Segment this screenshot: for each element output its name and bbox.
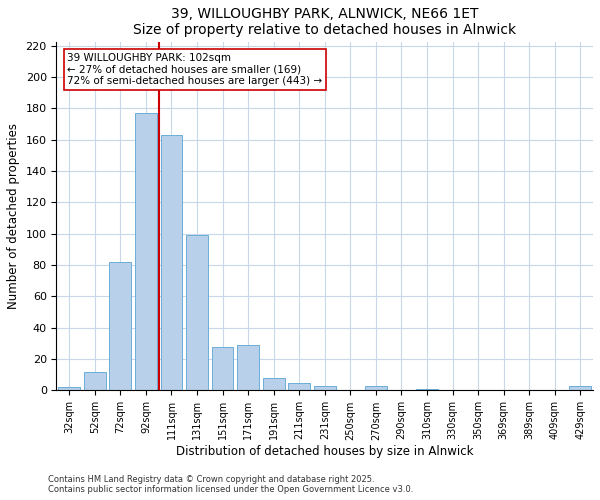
Bar (569, 386, 591, 390)
Text: 39 WILLOUGHBY PARK: 102sqm
← 27% of detached houses are smaller (169)
72% of sem: 39 WILLOUGHBY PARK: 102sqm ← 27% of deta… (67, 53, 322, 86)
Bar (416, 389, 438, 390)
Bar (161, 135, 182, 390)
Title: 39, WILLOUGHBY PARK, ALNWICK, NE66 1ET
Size of property relative to detached hou: 39, WILLOUGHBY PARK, ALNWICK, NE66 1ET S… (133, 7, 517, 37)
Bar (314, 386, 335, 390)
Bar (237, 345, 259, 391)
Bar (289, 382, 310, 390)
X-axis label: Distribution of detached houses by size in Alnwick: Distribution of detached houses by size … (176, 445, 473, 458)
Bar (212, 346, 233, 391)
Bar (186, 235, 208, 390)
Bar (109, 262, 131, 390)
Bar (365, 386, 387, 390)
Bar (263, 378, 284, 390)
Text: Contains HM Land Registry data © Crown copyright and database right 2025.
Contai: Contains HM Land Registry data © Crown c… (48, 474, 413, 494)
Bar (135, 113, 157, 390)
Bar (84, 372, 106, 390)
Bar (58, 388, 80, 390)
Y-axis label: Number of detached properties: Number of detached properties (7, 124, 20, 310)
